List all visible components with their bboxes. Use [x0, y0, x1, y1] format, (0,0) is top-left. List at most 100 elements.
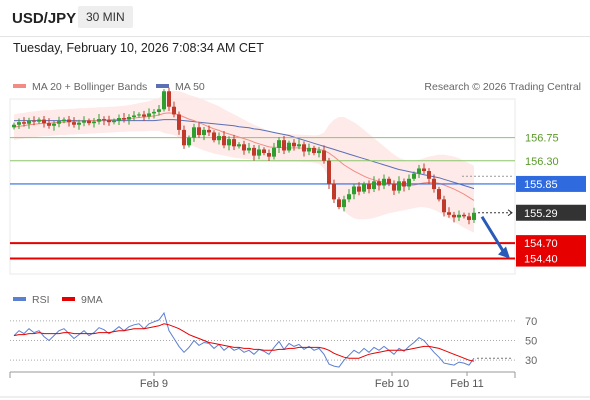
candle-up	[297, 144, 301, 147]
candle-down	[422, 168, 426, 172]
forecast-arrow-head	[498, 246, 510, 259]
candle-up	[147, 113, 151, 117]
candle-down	[387, 178, 391, 184]
candle-up	[37, 119, 41, 122]
candle-down	[142, 114, 146, 117]
candle-up	[77, 122, 81, 125]
candle-down	[452, 214, 456, 218]
candle-down	[332, 183, 336, 200]
rsi-tick-label: 50	[525, 336, 537, 348]
support-tag	[516, 235, 586, 252]
candle-down	[22, 122, 26, 124]
candle-up	[132, 115, 136, 118]
candle-up	[407, 178, 411, 187]
candle-down	[242, 144, 246, 151]
candle-up	[472, 212, 476, 220]
candle-down	[197, 127, 201, 136]
candle-down	[327, 160, 331, 184]
candle-up	[27, 120, 31, 124]
chart-header: USD/JPY 30 MIN	[0, 0, 590, 37]
candle-down	[427, 171, 431, 179]
support-tag	[516, 250, 586, 267]
candle-up	[17, 122, 21, 125]
candle-up	[202, 129, 206, 136]
candle-up	[342, 199, 346, 208]
candle-down	[167, 91, 171, 107]
candle-down	[87, 120, 91, 124]
candle-down	[437, 189, 441, 200]
candle-down	[392, 183, 396, 191]
candle-up	[397, 181, 401, 191]
candle-down	[172, 106, 176, 115]
candle-down	[222, 136, 226, 146]
candle-down	[182, 129, 186, 146]
candle-down	[282, 140, 286, 151]
rsi-ma-line	[13, 323, 475, 362]
candle-up	[62, 119, 66, 122]
candle-up	[247, 147, 251, 151]
rsi-legend-label: RSI	[32, 294, 50, 306]
candle-up	[412, 173, 416, 179]
time-axis-label: Feb 9	[140, 378, 168, 390]
ma20-legend-label: MA 20 + Bollinger Bands	[32, 81, 147, 93]
candle-up	[217, 136, 221, 141]
timeframe-button[interactable]: 30 MIN	[78, 6, 133, 28]
candle-down	[302, 144, 306, 152]
candle-down	[232, 139, 236, 147]
symbol-title: USD/JPY	[12, 10, 77, 27]
bollinger-band	[14, 90, 474, 233]
candle-down	[312, 147, 316, 154]
candle-down	[337, 199, 341, 208]
candle-up	[317, 150, 321, 154]
candle-down	[252, 147, 256, 156]
candle-up	[92, 121, 96, 124]
candle-up	[307, 147, 311, 152]
candle-down	[292, 142, 296, 147]
resistance-label: 156.75	[525, 133, 559, 145]
candle-up	[417, 168, 421, 174]
plot-frame	[9, 98, 516, 275]
current-price-tag	[516, 204, 586, 221]
rsi-tick-label: 70	[525, 316, 537, 328]
candle-up	[192, 127, 196, 138]
candle-down	[177, 114, 181, 130]
candle-down	[462, 214, 466, 217]
candle-down	[322, 150, 326, 161]
candle-up	[382, 178, 386, 186]
rsi-tick-label: 30	[525, 355, 537, 367]
candle-up	[237, 144, 241, 147]
candle-down	[102, 119, 106, 121]
current-price-label: 155.29	[524, 208, 558, 220]
candle-down	[367, 183, 371, 190]
rsi-ma-legend-label: 9MA	[81, 294, 103, 306]
candle-up	[187, 137, 191, 146]
candle-down	[72, 122, 76, 125]
candle-down	[212, 132, 216, 141]
candle-up	[372, 181, 376, 190]
candle-up	[227, 139, 231, 146]
candle-up	[137, 114, 141, 116]
ma20-legend-swatch	[13, 84, 26, 88]
candle-down	[47, 123, 51, 126]
rsi-legend-swatch	[13, 297, 26, 301]
candle-down	[267, 153, 271, 157]
time-axis-label: Feb 10	[375, 378, 409, 390]
main-plot-area: 156.75 156.30 155.85 155.29 154.70 154.40	[9, 87, 586, 275]
rsi-ma-legend-swatch	[62, 297, 75, 301]
candle-up	[52, 123, 56, 126]
ma50-legend-label: MA 50	[175, 81, 205, 93]
support-label: 154.40	[524, 254, 558, 266]
candle-up	[352, 186, 356, 195]
candle-up	[12, 124, 16, 128]
candle-down	[357, 186, 361, 192]
pivot-label: 155.85	[524, 179, 558, 191]
resistance-label: 156.30	[525, 156, 559, 168]
candle-down	[402, 181, 406, 187]
candle-up	[277, 140, 281, 148]
support-label: 154.70	[524, 238, 558, 250]
candle-down	[377, 181, 381, 186]
copyright-label: Research © 2026 Trading Central	[424, 81, 581, 93]
current-price-arrowhead	[507, 209, 513, 217]
candle-up	[157, 109, 161, 112]
